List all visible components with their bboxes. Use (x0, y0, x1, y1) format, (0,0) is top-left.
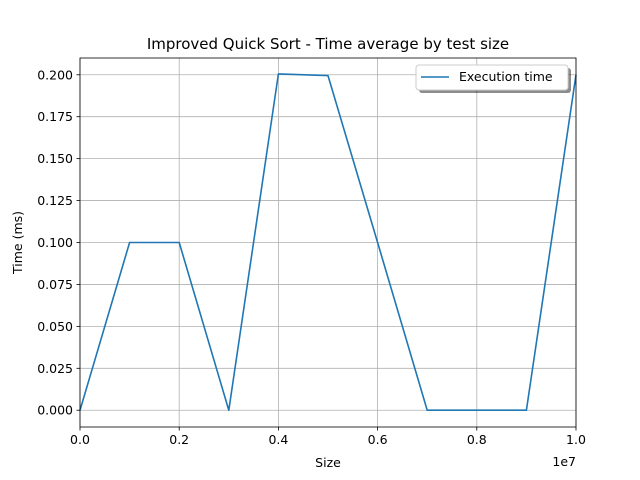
y-tick-label: 0.075 (37, 277, 73, 292)
y-tick-label: 0.175 (37, 109, 73, 124)
x-axis-label: Size (315, 455, 341, 470)
x-tick-label: 0.2 (169, 432, 189, 447)
y-tick-label: 0.200 (37, 67, 73, 82)
series-line-execution-time (79, 73, 577, 412)
x-tick-label: 0.8 (467, 432, 487, 447)
y-axis-label: Time (ms) (10, 211, 25, 275)
y-tick-label: 0.025 (37, 361, 73, 376)
y-tick-label: 0.125 (37, 193, 73, 208)
y-tick-label: 0.000 (37, 403, 73, 418)
line-layer (79, 73, 577, 412)
y-tick-label: 0.100 (37, 235, 73, 250)
legend-entry-label: Execution time (459, 69, 553, 84)
tick-layer: 0.0 0.2 0.4 0.6 0.8 1.0 0.000 0.025 0.050 0.075 0.… (37, 67, 586, 447)
legend-box (415, 64, 569, 91)
y-tick-label: 0.050 (37, 319, 73, 334)
x-offset-label: 1e7 (552, 454, 576, 469)
x-tick-label: 0.4 (268, 432, 288, 447)
chart-title: Improved Quick Sort - Time average by te… (147, 35, 509, 53)
x-tick-label: 0.6 (368, 432, 388, 447)
y-tick-label: 0.150 (37, 151, 73, 166)
grid-layer (79, 58, 577, 427)
x-tick-label: 1.0 (566, 432, 586, 447)
x-tick-label: 0.0 (70, 432, 90, 447)
legend: Execution time (415, 64, 571, 93)
